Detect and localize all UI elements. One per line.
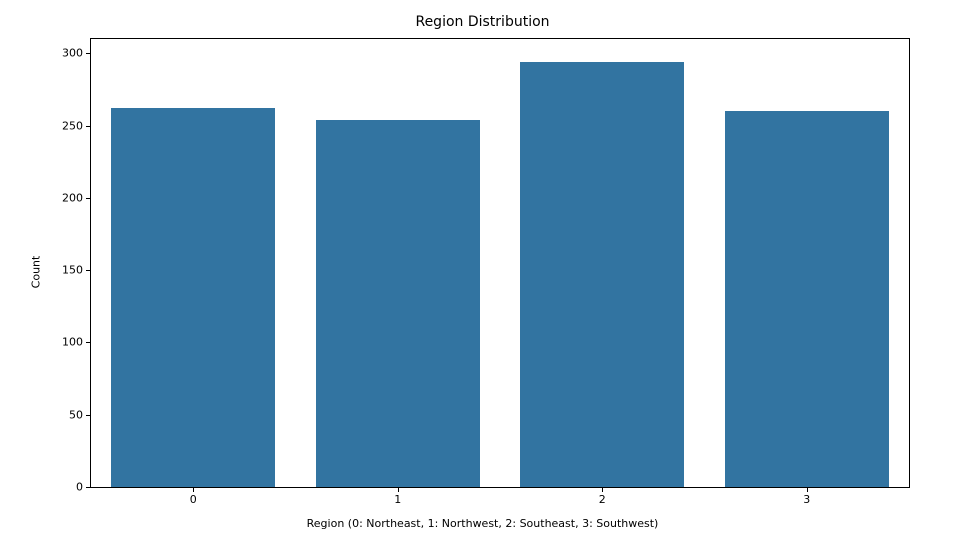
ytick-label: 100 [62,336,91,349]
xtick-label: 2 [599,487,606,506]
bar-2 [520,62,684,487]
xtick-label: 1 [394,487,401,506]
xtick-label: 0 [190,487,197,506]
ytick-label: 0 [76,481,91,494]
bar-3 [725,111,889,487]
chart-title: Region Distribution [0,14,965,30]
bar-1 [316,120,480,487]
ytick-label: 250 [62,119,91,132]
ytick-label: 200 [62,191,91,204]
figure: Region Distribution 05010015020025030001… [0,0,965,544]
plot-area: 0501001502002503000123 [90,38,910,488]
y-axis-label: Count [30,256,43,289]
xtick-label: 3 [803,487,810,506]
ytick-label: 150 [62,264,91,277]
bar-0 [111,108,275,487]
bars-layer [91,39,909,487]
x-axis-label: Region (0: Northeast, 1: Northwest, 2: S… [0,517,965,530]
ytick-label: 300 [62,47,91,60]
ytick-label: 50 [69,408,91,421]
